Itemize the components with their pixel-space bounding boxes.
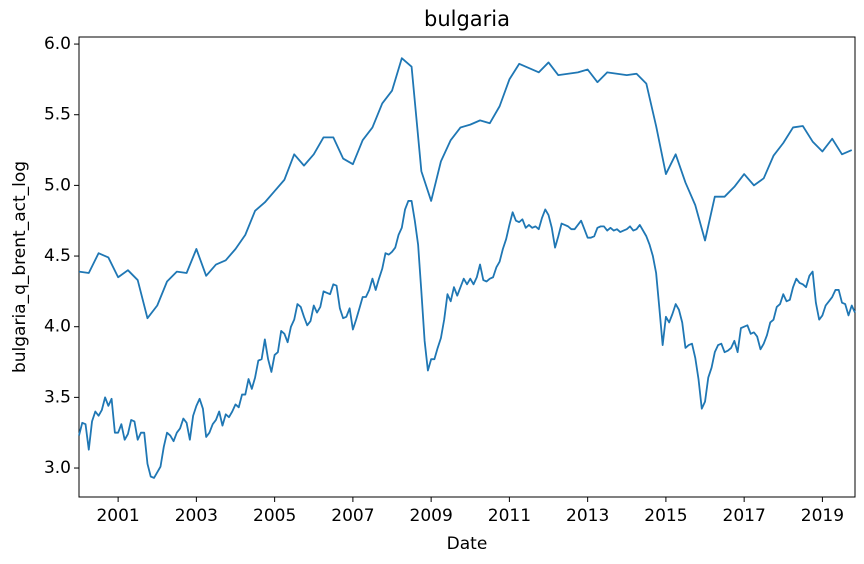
chart-title: bulgaria — [424, 7, 510, 31]
y-tick-label: 4.5 — [44, 246, 71, 266]
y-tick-label: 5.0 — [44, 175, 71, 195]
x-tick-label: 2017 — [723, 506, 766, 526]
plot-frame — [78, 36, 856, 498]
x-tick-label: 2019 — [801, 506, 844, 526]
y-axis-label: bulgaria_q_brent_act_log — [10, 161, 30, 373]
y-tick-label: 3.5 — [44, 387, 71, 407]
x-tick-label: 2011 — [488, 506, 531, 526]
x-tick-label: 2009 — [410, 506, 453, 526]
x-tick-label: 2007 — [331, 506, 374, 526]
x-tick-label: 2015 — [644, 506, 687, 526]
y-tick-label: 6.0 — [44, 34, 71, 54]
x-tick-label: 2005 — [253, 506, 296, 526]
x-tick-label: 2013 — [566, 506, 609, 526]
y-tick-label: 5.5 — [44, 105, 71, 125]
y-tick-label: 4.0 — [44, 317, 71, 337]
x-axis-label: Date — [447, 534, 488, 554]
series-line — [78, 57, 853, 320]
x-tick-label: 2001 — [96, 506, 139, 526]
y-tick-label: 3.0 — [44, 458, 71, 478]
x-tick-label: 2003 — [175, 506, 218, 526]
series-line — [78, 200, 856, 479]
